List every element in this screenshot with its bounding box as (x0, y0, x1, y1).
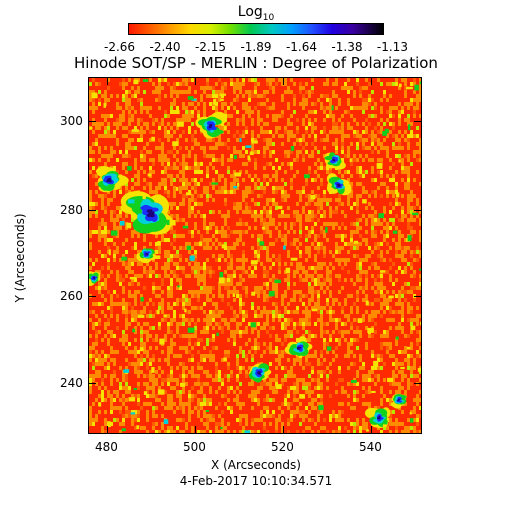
polarization-specks (89, 79, 421, 433)
x-tick-label: 540 (359, 440, 382, 454)
x-tick-label: 500 (183, 440, 206, 454)
colorbar-ticks: -2.66 -2.40 -2.15 -1.89 -1.64 -1.38 -1.1… (104, 40, 408, 54)
polarization-map-image (89, 78, 421, 433)
timestamp: 4-Feb-2017 10:10:34.571 (179, 474, 333, 488)
x-tick-label: 480 (95, 440, 118, 454)
y-tick-label: 280 (60, 203, 83, 217)
colorbar-tick: -1.64 (285, 40, 317, 54)
colorbar-tick: -1.38 (331, 40, 363, 54)
y-tick-label: 260 (60, 289, 83, 303)
colorbar-tick: -1.13 (376, 40, 408, 54)
y-tick-label: 300 (60, 114, 83, 128)
polarization-map (88, 77, 422, 434)
colorbar-tick: -2.66 (104, 40, 136, 54)
polarization-patches (89, 111, 407, 429)
x-axis-label: X (Arcseconds) (211, 458, 301, 472)
x-tick-label: 520 (271, 440, 294, 454)
colorbar-title: Log10 (237, 4, 275, 23)
y-axis-label: Y (Arcseconds) (13, 213, 27, 303)
colorbar (128, 23, 384, 35)
plot-title: Hinode SOT/SP - MERLIN : Degree of Polar… (74, 54, 438, 72)
y-tick-label: 240 (60, 376, 83, 390)
colorbar-tick: -2.40 (149, 40, 181, 54)
colorbar-tick: -2.15 (194, 40, 227, 54)
colorbar-tick: -1.89 (240, 40, 272, 54)
